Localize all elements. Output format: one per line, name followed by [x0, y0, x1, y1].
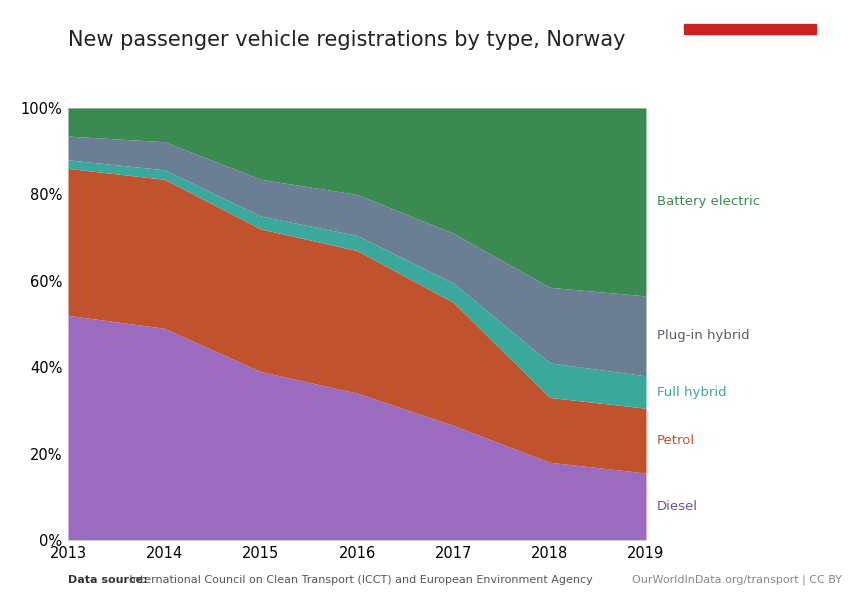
Text: Battery electric: Battery electric [657, 196, 760, 208]
Text: Petrol: Petrol [657, 434, 695, 447]
Text: Diesel: Diesel [657, 500, 698, 513]
Text: OurWorldInData.org/transport | CC BY: OurWorldInData.org/transport | CC BY [632, 575, 842, 585]
Text: Data source:: Data source: [68, 575, 148, 585]
Text: New passenger vehicle registrations by type, Norway: New passenger vehicle registrations by t… [68, 30, 626, 50]
Bar [684, 24, 816, 34]
Text: in Data: in Data [726, 62, 774, 75]
Text: Full hybrid: Full hybrid [657, 386, 727, 398]
Text: Our World: Our World [717, 43, 784, 56]
Text: Plug-in hybrid: Plug-in hybrid [657, 329, 750, 343]
Text: International Council on Clean Transport (ICCT) and European Environment Agency: International Council on Clean Transport… [126, 575, 592, 585]
